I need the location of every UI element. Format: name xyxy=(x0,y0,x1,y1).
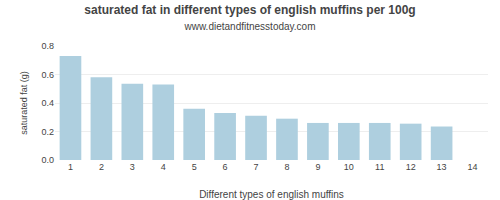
svg-text:1: 1 xyxy=(68,162,73,172)
svg-text:7: 7 xyxy=(254,162,259,172)
svg-text:saturated fat in different typ: saturated fat in different types of engl… xyxy=(84,3,415,32)
svg-text:4: 4 xyxy=(161,162,166,172)
svg-text:2: 2 xyxy=(99,162,104,172)
svg-text:11: 11 xyxy=(375,162,384,172)
svg-text:0.8: 0.8 xyxy=(41,41,54,51)
svg-text:6: 6 xyxy=(223,162,228,172)
svg-text:Different types of english muf: Different types of english muffins xyxy=(199,189,344,200)
svg-text:0.0: 0.0 xyxy=(41,155,54,165)
svg-text:0.6: 0.6 xyxy=(41,70,54,80)
svg-text:0.4: 0.4 xyxy=(41,98,54,108)
svg-text:3: 3 xyxy=(130,162,135,172)
svg-text:12: 12 xyxy=(406,162,416,172)
svg-text:0.2: 0.2 xyxy=(41,127,54,137)
svg-text:10: 10 xyxy=(344,162,354,172)
svg-text:5: 5 xyxy=(192,162,197,172)
svg-text:13: 13 xyxy=(437,162,447,172)
svg-text:8: 8 xyxy=(284,162,289,172)
svg-text:14: 14 xyxy=(468,162,478,172)
svg-text:saturated fat (g): saturated fat (g) xyxy=(19,71,29,135)
svg-text:9: 9 xyxy=(315,162,320,172)
